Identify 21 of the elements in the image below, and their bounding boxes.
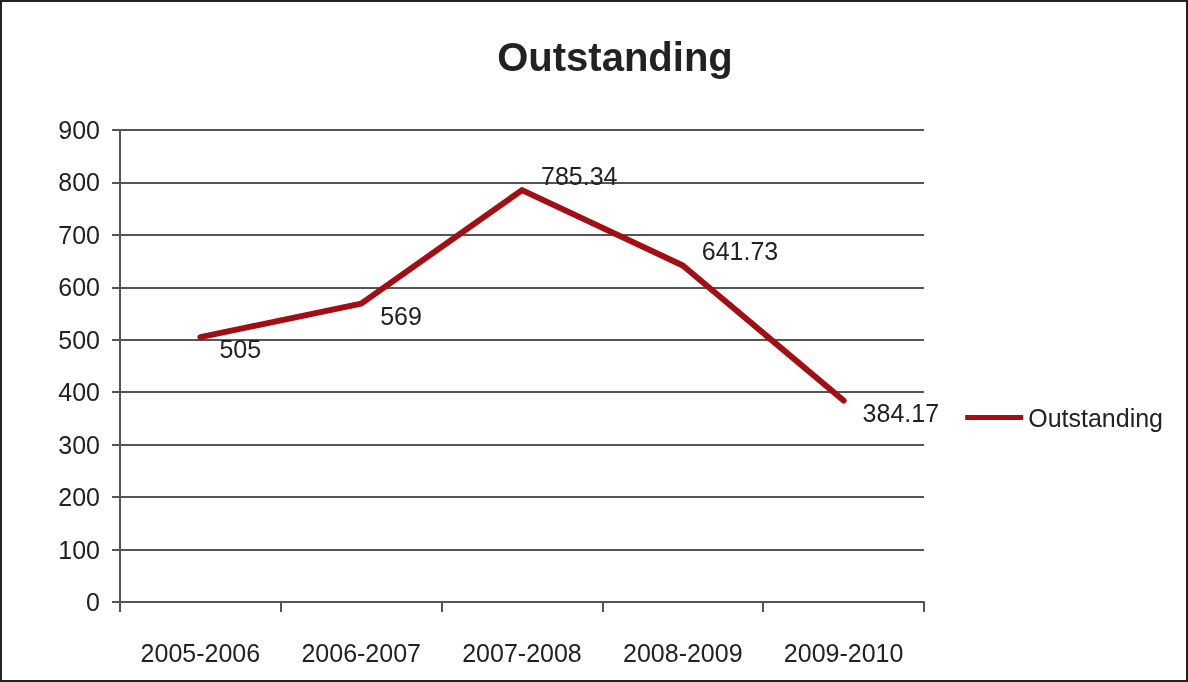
y-tick-label: 200 (58, 483, 100, 512)
data-label: 505 (219, 335, 262, 364)
data-label: 569 (380, 301, 422, 330)
y-tick-label: 500 (58, 325, 100, 354)
x-tick-label: 2009-2010 (783, 638, 904, 667)
y-tick-label: 400 (58, 378, 100, 407)
x-tick-label: 2008-2009 (623, 638, 743, 667)
chart-title: Outstanding (497, 35, 733, 79)
y-tick-label: 600 (58, 273, 100, 302)
x-tick-label: 2007-2008 (462, 638, 582, 667)
data-label: 384.17 (862, 398, 940, 427)
legend-label: Outstanding (1028, 403, 1164, 432)
y-tick-label: 300 (58, 430, 100, 459)
data-label: 641.73 (701, 237, 779, 266)
y-tick-label: 0 (86, 588, 100, 616)
y-tick-label: 100 (58, 535, 100, 564)
x-tick-label: 2005-2006 (140, 638, 261, 667)
y-tick-label: 800 (58, 168, 100, 197)
y-tick-label: 700 (58, 220, 100, 249)
x-tick-label: 2006-2007 (301, 638, 421, 667)
y-tick-label: 900 (58, 116, 100, 144)
